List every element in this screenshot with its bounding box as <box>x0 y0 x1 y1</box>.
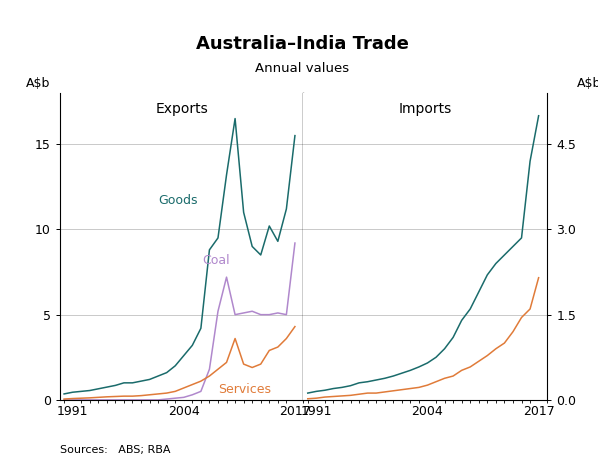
Text: A$b: A$b <box>576 77 598 90</box>
Text: Services: Services <box>218 383 271 396</box>
Text: Annual values: Annual values <box>255 62 349 75</box>
Text: A$b: A$b <box>26 77 50 90</box>
Text: Coal: Coal <box>203 253 230 266</box>
Text: Imports: Imports <box>399 102 452 116</box>
Text: Goods: Goods <box>158 194 197 207</box>
Text: Australia–India Trade: Australia–India Trade <box>196 35 408 53</box>
Text: Exports: Exports <box>155 102 208 116</box>
Text: Sources:   ABS; RBA: Sources: ABS; RBA <box>60 445 170 455</box>
